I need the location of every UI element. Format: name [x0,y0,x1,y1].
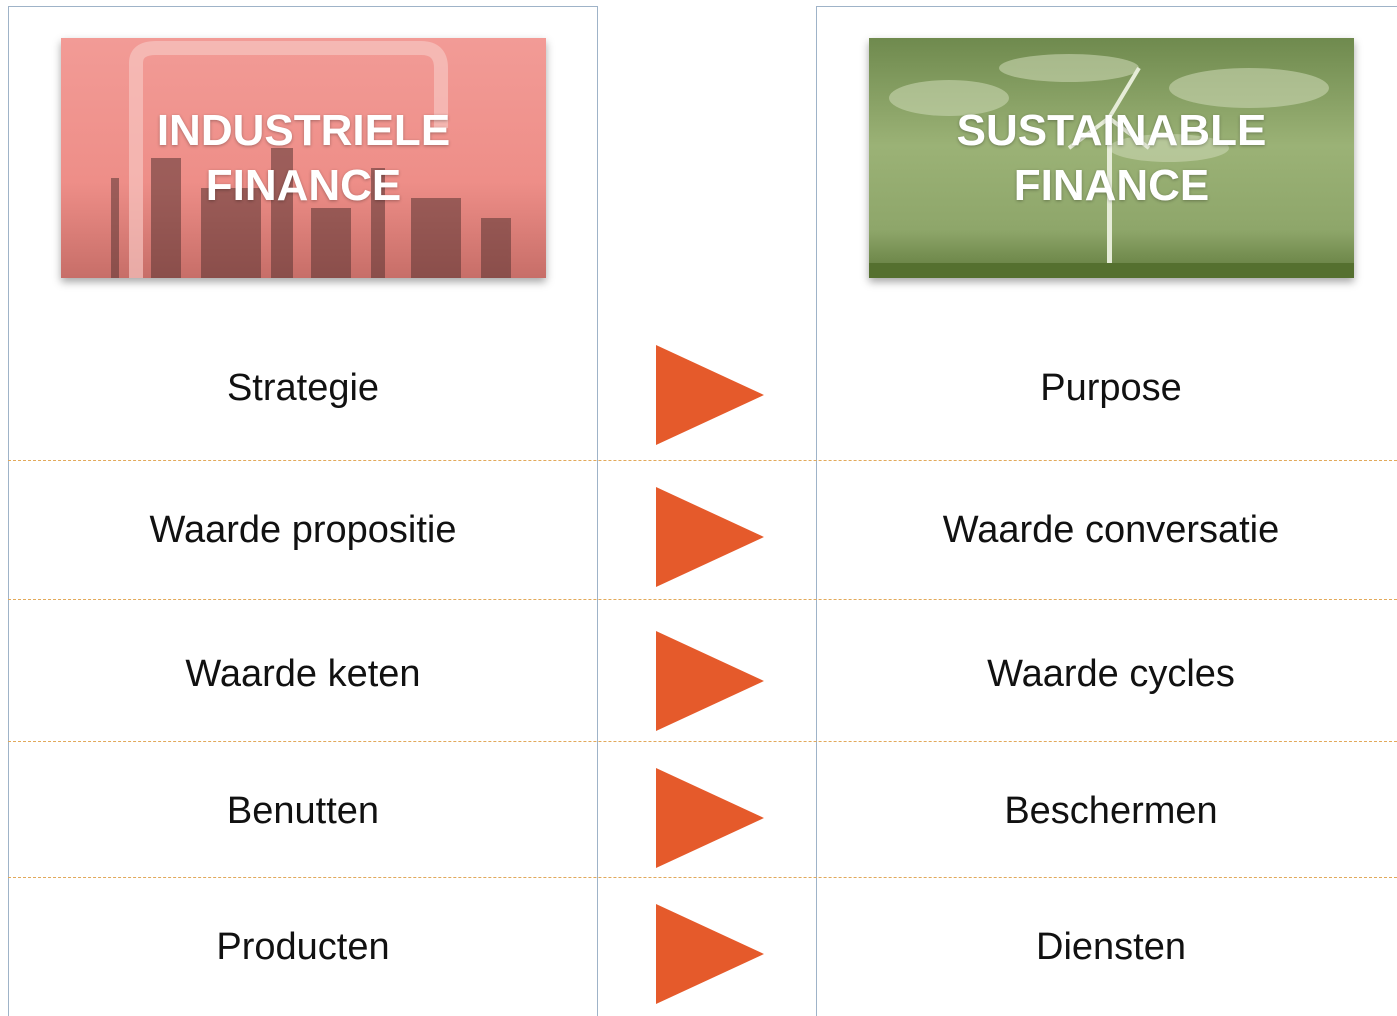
right-title: SUSTAINABLE FINANCE [956,106,1267,210]
left-title: INDUSTRIELE FINANCE [156,106,451,210]
right-header: SUSTAINABLE FINANCE [869,38,1354,278]
right-item: Purpose [1040,367,1182,409]
arrow [656,345,764,445]
row-separator [8,460,1397,461]
row-separator [8,877,1397,878]
left-column [8,6,598,1016]
left-header: INDUSTRIELE FINANCE [61,38,546,278]
right-item: Diensten [1036,926,1186,968]
right-item: Beschermen [1004,790,1218,832]
arrow [656,487,764,587]
arrow [656,631,764,731]
right-item: Waarde cycles [987,653,1235,695]
row-separator [8,599,1397,600]
row-separator [8,741,1397,742]
left-item: Waarde propositie [149,509,457,551]
arrow [656,768,764,868]
right-column [816,6,1397,1016]
left-item: Strategie [226,367,380,409]
left-item: Benutten [226,790,380,832]
wind-image [869,54,1354,278]
left-item: Producten [216,926,390,968]
arrow [656,904,764,1004]
industry-image [111,41,511,278]
right-item: Waarde conversatie [942,509,1280,551]
left-item: Waarde keten [185,653,421,695]
